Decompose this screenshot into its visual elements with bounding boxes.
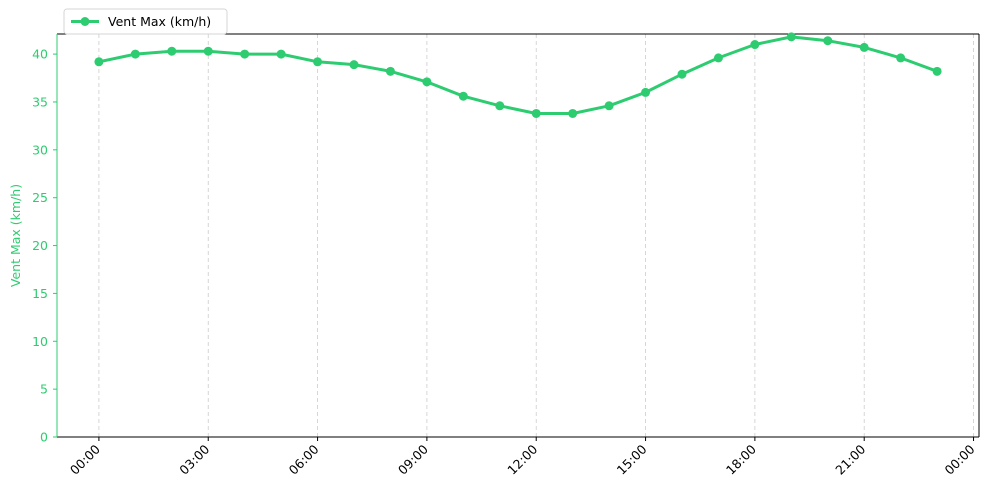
data-point: [677, 69, 687, 79]
data-point: [203, 46, 213, 56]
grid: [98, 34, 974, 437]
x-tick-label: 15:00: [614, 441, 650, 477]
legend-marker-swatch: [80, 17, 90, 26]
data-point: [786, 32, 796, 42]
x-tick-label: 00:00: [942, 441, 978, 477]
x-tick-label: 18:00: [723, 441, 759, 477]
data-point: [276, 49, 286, 59]
data-point: [896, 53, 906, 63]
data-point: [713, 53, 723, 63]
data-point: [385, 66, 395, 76]
data-point: [313, 57, 323, 67]
data-point: [495, 101, 505, 111]
y-tick-label: 5: [40, 382, 48, 397]
legend-label: Vent Max (km/h): [108, 14, 211, 29]
series-layer: [94, 32, 942, 118]
legend-box: [63, 8, 228, 35]
y-tick-label: 25: [32, 190, 48, 205]
series-line: [97, 35, 939, 115]
axes: 0 5 10 15 20 25 30 35 40 00:00 03:00 06:00 09:00 12:0…: [8, 33, 980, 478]
data-point: [130, 49, 140, 59]
x-tick-label: 21:00: [832, 441, 868, 477]
y-tick-label: 0: [40, 430, 48, 445]
y-tick-label: 40: [32, 47, 48, 62]
data-point: [932, 66, 942, 76]
data-point: [823, 36, 833, 46]
data-point: [641, 87, 651, 97]
x-tick-label: 03:00: [176, 441, 212, 477]
x-tick-label: 00:00: [67, 441, 103, 477]
x-tick-label: 09:00: [395, 441, 431, 477]
y-tick-label: 20: [32, 238, 48, 253]
data-point: [750, 40, 760, 50]
data-point: [349, 60, 359, 70]
data-point: [240, 49, 250, 59]
data-point: [167, 46, 177, 56]
data-point: [568, 108, 578, 118]
data-point: [531, 108, 541, 118]
legend: Vent Max (km/h): [63, 8, 228, 35]
y-tick-label: 10: [32, 334, 48, 349]
data-point: [604, 101, 614, 111]
data-point: [859, 42, 869, 52]
y-tick-label: 30: [32, 142, 48, 157]
y-axis-label: Vent Max (km/h): [8, 184, 23, 287]
x-tick-label: 12:00: [504, 441, 540, 477]
y-tick-label: 35: [32, 94, 48, 109]
data-point: [422, 77, 432, 87]
y-tick-label: 15: [32, 286, 48, 301]
data-point: [94, 57, 104, 67]
data-point: [458, 91, 468, 101]
x-tick-label: 06:00: [286, 441, 322, 477]
